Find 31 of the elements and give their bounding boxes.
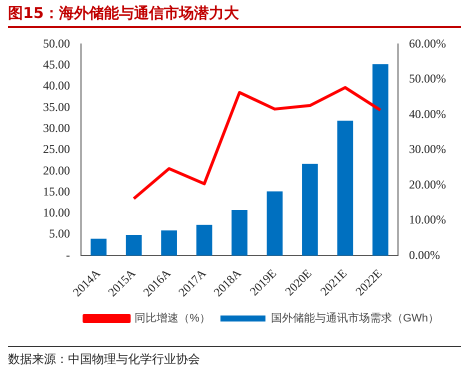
legend-label: 国外储能与通讯市场需求（GWh） — [270, 312, 440, 325]
bar — [372, 64, 388, 256]
y-tick-label: 30.00 — [43, 120, 70, 135]
y2-tick-label: 10.00% — [409, 212, 446, 227]
y-tick-label: 50.00 — [43, 36, 70, 50]
y-tick-label: 40.00 — [43, 78, 70, 93]
y-tick-label: 35.00 — [43, 100, 70, 114]
legend-label: 同比增速（%） — [134, 312, 210, 325]
chart-title: 图15：海外储能与通信市场潜力大 — [8, 4, 461, 28]
y-tick-label: 10.00 — [43, 206, 70, 220]
y-tick-label: 25.00 — [43, 142, 70, 156]
y-tick-label: 45.00 — [43, 58, 70, 72]
source-note: 数据来源：中国物理与化学行业协会 — [8, 346, 461, 368]
y2-tick-label: 30.00% — [409, 142, 446, 156]
y2-tick-label: 0.00% — [409, 248, 440, 262]
y-tick-label: 20.00 — [43, 163, 70, 178]
bar — [232, 210, 248, 256]
y2-tick-label: 50.00% — [409, 72, 446, 86]
bar — [196, 224, 212, 256]
bar — [302, 164, 318, 256]
y-tick-label: 15.00 — [43, 184, 70, 198]
bar — [126, 234, 142, 256]
bar — [161, 230, 177, 256]
y2-tick-label: 40.00% — [409, 106, 446, 121]
bar — [266, 191, 283, 256]
y-tick-label: 5.00 — [49, 226, 70, 241]
y2-tick-label: 60.00% — [409, 36, 446, 50]
y-tick-label: - — [66, 248, 70, 262]
bar — [337, 120, 354, 256]
bar — [90, 238, 107, 256]
y2-tick-label: 20.00% — [409, 177, 446, 192]
